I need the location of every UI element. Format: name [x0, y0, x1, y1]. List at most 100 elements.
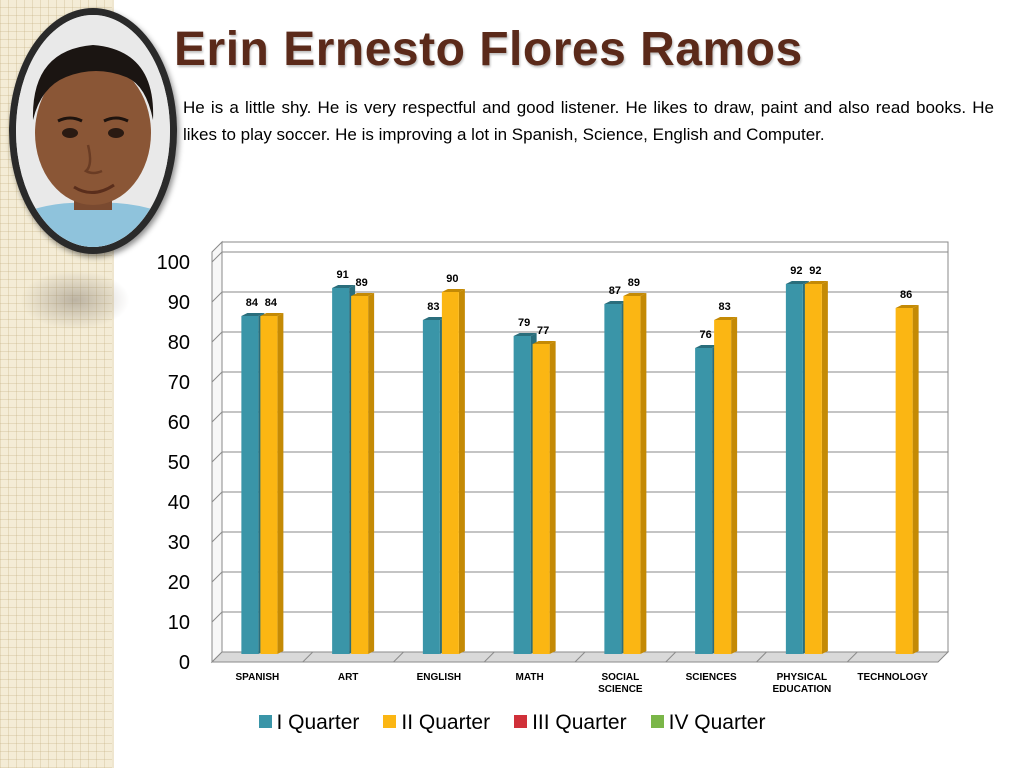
bar-top — [714, 317, 738, 320]
x-category-label: SCIENCES — [686, 672, 737, 683]
grades-bar-chart: 0 10 20 30 40 50 60 70 80 90 100 84 84 SPANISH 91 89 ART… — [157, 240, 950, 695]
y-gridline-side — [211, 251, 223, 263]
bar-top — [532, 341, 556, 344]
student-photo — [16, 15, 170, 247]
data-label: 87 — [609, 285, 621, 297]
y-tick-label: 60 — [168, 412, 190, 434]
y-gridline-side — [211, 611, 223, 623]
y-gridline-side — [211, 331, 223, 343]
bar-face — [623, 296, 641, 654]
x-category-divider — [574, 651, 586, 663]
bar-face — [241, 316, 259, 654]
x-category-divider — [302, 651, 314, 663]
bar-top — [332, 285, 356, 288]
bar — [714, 317, 738, 654]
x-category-label: SCIENCE — [598, 684, 643, 695]
data-label: 89 — [628, 277, 640, 289]
y-tick-label: 90 — [168, 292, 190, 314]
bar-face — [695, 348, 713, 654]
bar-face — [604, 304, 622, 654]
legend-item: III Quarter — [514, 711, 627, 735]
x-category-label: MATH — [516, 672, 544, 683]
bar — [260, 313, 284, 654]
legend-swatch — [650, 715, 664, 728]
bar-face — [804, 284, 822, 654]
bar-face — [441, 292, 459, 654]
y-gridline-side — [211, 571, 223, 583]
bar-top — [241, 313, 265, 316]
data-label: 79 — [518, 317, 530, 329]
bar-top — [785, 281, 809, 284]
x-category-label: TECHNOLOGY — [857, 672, 928, 683]
chart-legend: I Quarter II Quarter III Quarter IV Quarter — [0, 711, 1024, 735]
legend-item: II Quarter — [383, 711, 490, 735]
legend-label: I Quarter — [276, 711, 360, 734]
bar-side — [458, 289, 465, 654]
y-tick-label: 20 — [168, 572, 190, 594]
bar-face — [422, 320, 440, 654]
legend-swatch — [258, 715, 272, 728]
bar-face — [532, 344, 550, 654]
bar-face — [895, 308, 913, 654]
bar-top — [695, 345, 719, 348]
y-gridline-side — [211, 491, 223, 503]
bar-side — [640, 293, 647, 654]
bar-face — [785, 284, 803, 654]
chart-side-wall — [211, 240, 223, 664]
student-photo-illustration — [16, 15, 170, 247]
bar-top — [441, 289, 465, 292]
legend-swatch — [383, 715, 397, 728]
bar-top — [604, 301, 628, 304]
x-category-divider — [483, 651, 495, 663]
y-tick-label: 70 — [168, 372, 190, 394]
bar-top — [623, 293, 647, 296]
bar-face — [714, 320, 732, 654]
bar-side — [277, 313, 284, 654]
y-tick-label: 100 — [157, 252, 190, 274]
x-category-label: EDUCATION — [773, 684, 832, 695]
bar-top — [513, 333, 537, 336]
y-gridline-side — [211, 291, 223, 303]
legend-item: I Quarter — [258, 711, 360, 735]
x-category-label: ART — [338, 672, 359, 683]
bar-top — [804, 281, 828, 284]
y-gridline-side — [211, 451, 223, 463]
x-category-label: ENGLISH — [417, 672, 461, 683]
x-category-label: PHYSICAL — [777, 672, 828, 683]
bar-face — [260, 316, 278, 654]
bar-face — [513, 336, 531, 654]
bar — [895, 305, 919, 654]
y-gridline-side — [211, 531, 223, 543]
bar — [532, 341, 556, 654]
y-tick-label: 50 — [168, 452, 190, 474]
data-label: 92 — [809, 265, 821, 277]
bar — [804, 281, 828, 654]
bar — [441, 289, 465, 654]
bar — [623, 293, 647, 654]
legend-label: III Quarter — [532, 711, 627, 734]
bar-side — [912, 305, 919, 654]
data-label: 77 — [537, 325, 549, 337]
bar — [351, 293, 375, 654]
y-gridline-side — [211, 411, 223, 423]
decorative-shadow — [20, 270, 130, 330]
data-label: 86 — [900, 289, 912, 301]
y-tick-label: 10 — [168, 612, 190, 634]
legend-item: IV Quarter — [650, 711, 765, 735]
x-category-label: SOCIAL — [601, 672, 639, 683]
bar-side — [821, 281, 828, 654]
y-tick-label: 80 — [168, 332, 190, 354]
bar-face — [351, 296, 369, 654]
data-label: 83 — [427, 301, 439, 313]
bar-top — [351, 293, 375, 296]
data-label: 76 — [700, 329, 712, 341]
data-label: 83 — [719, 301, 731, 313]
x-category-divider — [665, 651, 677, 663]
x-category-label: SPANISH — [236, 672, 280, 683]
legend-label: II Quarter — [401, 711, 491, 734]
bar-top — [422, 317, 446, 320]
data-label: 84 — [246, 297, 259, 309]
bar-face — [332, 288, 350, 654]
bar-side — [731, 317, 738, 654]
data-label: 90 — [446, 273, 458, 285]
